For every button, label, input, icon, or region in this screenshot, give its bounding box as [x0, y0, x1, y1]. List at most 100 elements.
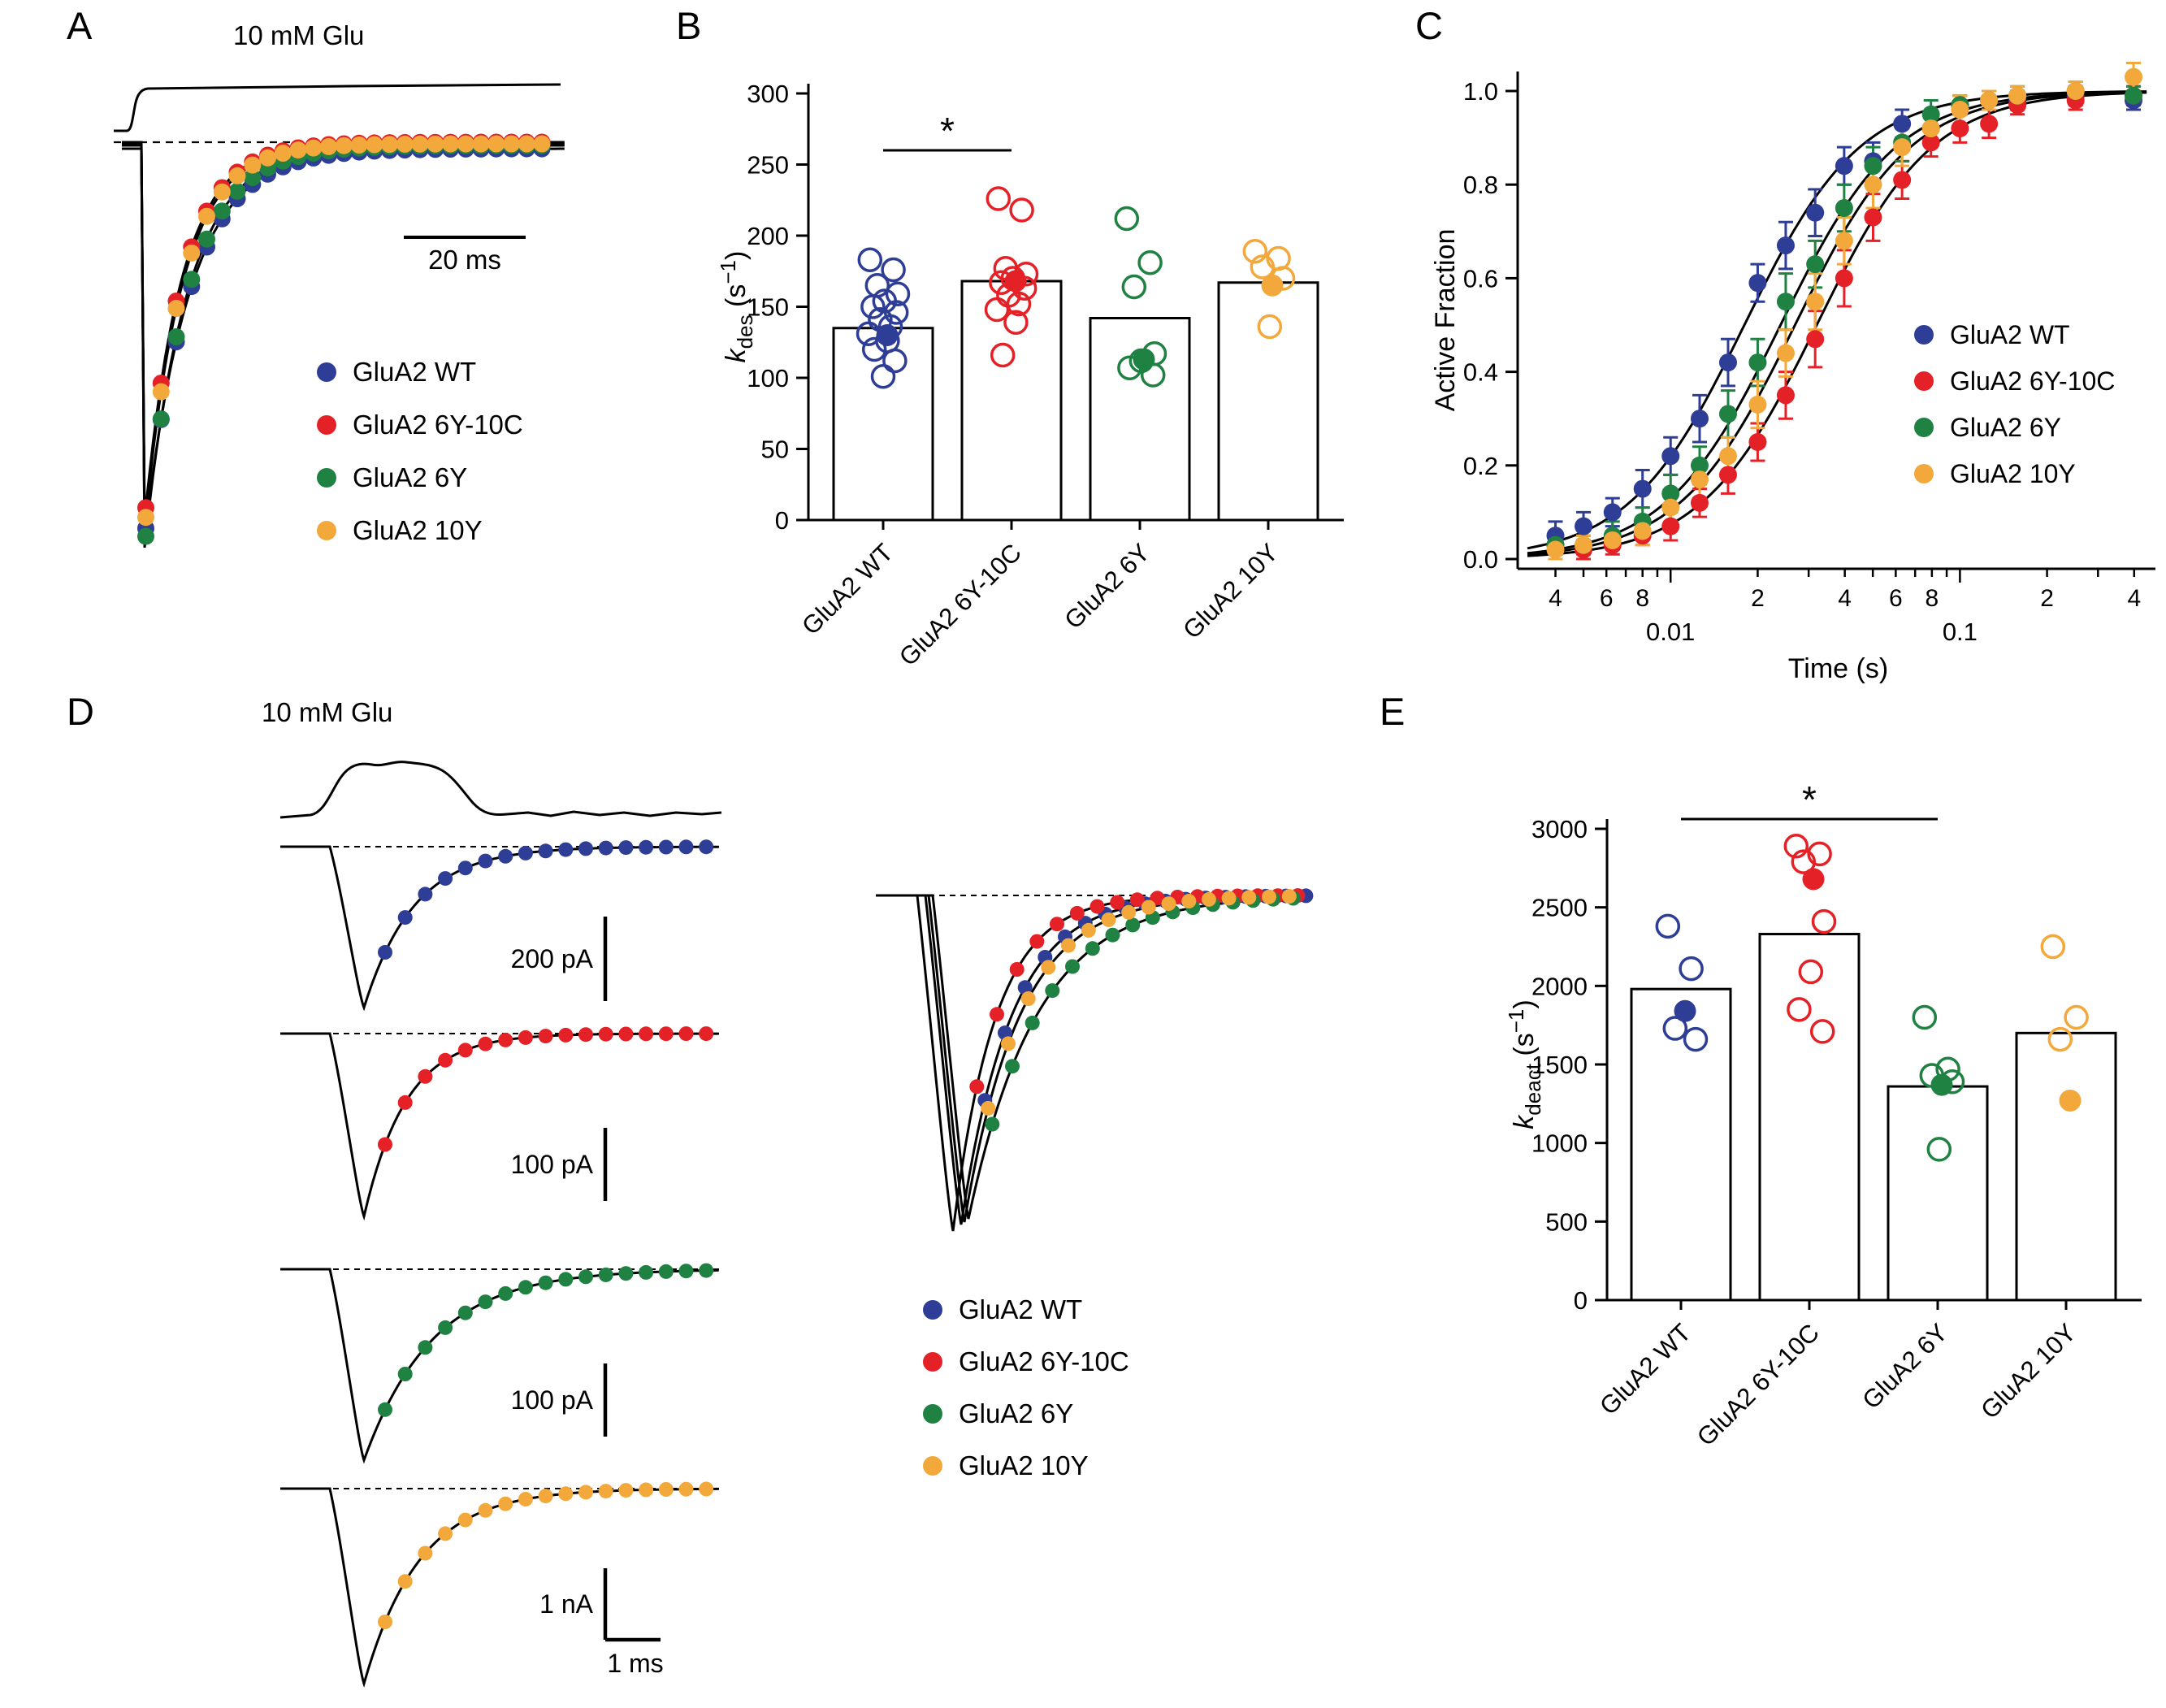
trace-dot-blue — [498, 848, 513, 864]
y-tick-label: 200 — [747, 222, 789, 250]
x-tick-label: 6 — [1600, 585, 1614, 612]
trace-dot-orange — [578, 1485, 593, 1500]
legend-swatch-orange — [317, 521, 336, 540]
trace-dot-blue — [378, 945, 392, 960]
y-tick-label: 150 — [747, 293, 789, 322]
overlay-dot-orange — [981, 1100, 996, 1116]
trace-dot-blue — [658, 839, 674, 855]
trace-dot-orange — [228, 167, 246, 184]
data-point-red — [1661, 517, 1680, 535]
legend-swatch-green — [923, 1404, 942, 1424]
x-tick-label: GluA2 6Y-10C — [1692, 1318, 1825, 1451]
data-point-red — [1921, 133, 1940, 152]
point-open — [986, 186, 1012, 211]
trace-dot-green — [678, 1264, 694, 1279]
trace-dot-orange — [183, 244, 201, 262]
data-point-blue — [1893, 115, 1912, 133]
deact-trace — [280, 845, 719, 1012]
time-scalebar-label: 20 ms — [428, 245, 501, 275]
y-tick-label: 0.2 — [1463, 452, 1498, 480]
point-open — [990, 342, 1016, 368]
trace-dot-orange — [259, 149, 276, 167]
trace-dot-orange — [442, 135, 459, 153]
stim-label: 10 mM Glu — [262, 697, 392, 727]
trace-dot-orange — [518, 135, 535, 153]
trace-dot-orange — [472, 135, 490, 153]
data-point-red — [1806, 330, 1825, 349]
trace-dot-orange — [699, 1481, 714, 1497]
overlay-dot-orange — [1221, 891, 1237, 906]
data-point-red — [1951, 119, 1969, 138]
point-open — [870, 364, 896, 389]
point-open — [1121, 274, 1147, 300]
point-open — [1912, 1004, 1938, 1030]
point-open — [1809, 1019, 1835, 1044]
overlay-dot-orange — [1061, 938, 1076, 953]
data-point-green — [1748, 353, 1767, 372]
y-tick-label: 0 — [1574, 1286, 1588, 1315]
data-point-blue — [1718, 353, 1737, 372]
point-open — [2040, 934, 2066, 960]
trace-dot-red — [498, 1032, 513, 1047]
overlay-dot-green — [985, 1116, 1000, 1132]
trace-dot-green — [378, 1402, 392, 1417]
trace-dot-orange — [397, 1574, 413, 1589]
x-tick-label: 2 — [1751, 585, 1765, 612]
overlay-dot-green — [1085, 941, 1100, 956]
point-open — [2064, 1004, 2089, 1030]
amp-scalebar-label: 1 nA — [539, 1589, 593, 1619]
trace-dot-blue — [678, 839, 694, 855]
fit-curve — [1527, 91, 2147, 557]
bar-3 — [1887, 1085, 1989, 1302]
amp-scalebar-label: 200 pA — [511, 944, 594, 973]
trace-dot-orange — [305, 139, 323, 157]
panel-d: 10 mM Glu 200 pA 100 pA 100 pA 1 nA 1 ms GluA2… — [262, 697, 1314, 1688]
x-tick-label: 4 — [1838, 585, 1852, 612]
legend-label: GluA2 6Y — [1950, 413, 2061, 442]
significance-star: * — [940, 110, 955, 152]
data-point-blue — [1661, 447, 1680, 466]
point-open — [1791, 849, 1817, 874]
legend-label: GluA2 WT — [959, 1294, 1082, 1324]
point-open — [1137, 250, 1163, 275]
trace-dot-red — [518, 1030, 533, 1045]
amp-scalebar-label: 100 pA — [511, 1385, 594, 1415]
trace-dot-green — [198, 230, 215, 248]
trace-dot-green — [618, 1266, 634, 1281]
trace-dot-orange — [538, 1489, 553, 1504]
data-point-red — [1718, 466, 1737, 484]
overlay-dot-red — [1129, 892, 1145, 908]
trace-dot-orange — [438, 1526, 453, 1541]
data-point-green — [2125, 86, 2143, 105]
y-tick-label: 250 — [747, 151, 789, 180]
overlay-dot-orange — [1101, 912, 1116, 927]
legend-label: GluA2 10Y — [353, 515, 483, 545]
data-point-orange — [1864, 176, 1882, 194]
y-axis-label: kdeact (s−1) — [1504, 999, 1545, 1129]
overlay-dot-red — [1069, 905, 1085, 921]
trace-dot-red — [699, 1026, 714, 1042]
bar-2 — [1758, 933, 1861, 1302]
overlay-dot-green — [1025, 1015, 1040, 1030]
trace-dot-blue — [699, 839, 714, 855]
y-tick-label: 1500 — [1531, 1051, 1588, 1079]
trace-dot-red — [578, 1027, 593, 1043]
trace-dot-orange — [678, 1481, 694, 1497]
x-tick-label: GluA2 6Y — [1856, 1318, 1953, 1415]
stim-label: 10 mM Glu — [233, 20, 364, 50]
y-tick-label: 300 — [747, 80, 789, 108]
trace-dot-blue — [598, 840, 613, 856]
overlay-dot-orange — [1161, 896, 1176, 912]
trace-dot-green — [478, 1294, 493, 1310]
x-decade-label: 0.01 — [1646, 618, 1695, 646]
data-point-orange — [1980, 91, 1999, 110]
y-tick-label: 2000 — [1531, 972, 1588, 1000]
trace-dot-red — [598, 1026, 613, 1042]
bar-4 — [1217, 281, 1319, 522]
trace-dot-green — [244, 169, 262, 186]
point-open — [1798, 959, 1824, 985]
data-point-red — [1776, 386, 1795, 405]
